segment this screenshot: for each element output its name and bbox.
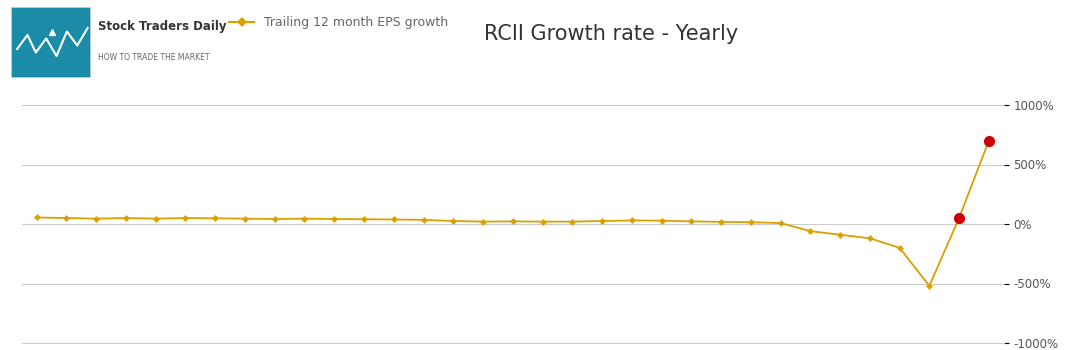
Text: HOW TO TRADE THE MARKET: HOW TO TRADE THE MARKET — [98, 53, 209, 62]
Text: Stock Traders Daily: Stock Traders Daily — [98, 20, 227, 33]
FancyBboxPatch shape — [11, 7, 89, 77]
Text: RCII Growth rate - Yearly: RCII Growth rate - Yearly — [483, 25, 739, 44]
Legend: Trailing 12 month EPS growth: Trailing 12 month EPS growth — [225, 11, 454, 34]
